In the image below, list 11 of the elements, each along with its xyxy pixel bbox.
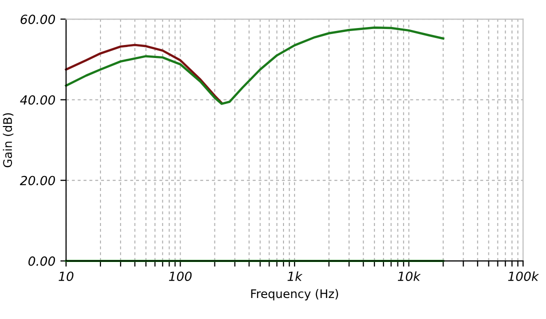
y-tick-label: 40.00 xyxy=(20,95,56,105)
x-tick-label: 10k xyxy=(398,271,421,282)
y-tick-label: 0.00 xyxy=(28,256,56,266)
x-tick-label: 1k xyxy=(288,271,303,281)
x-tick-label: 10 xyxy=(58,272,74,282)
y-tick-label: 20.00 xyxy=(20,176,56,186)
y-axis-title: Gain (dB) xyxy=(2,113,14,168)
x-axis-title: Frequency (Hz) xyxy=(251,289,338,300)
x-tick-label: 100k xyxy=(508,271,540,282)
x-tick-label: 100 xyxy=(169,272,192,282)
y-tick-label: 60.00 xyxy=(20,14,56,24)
